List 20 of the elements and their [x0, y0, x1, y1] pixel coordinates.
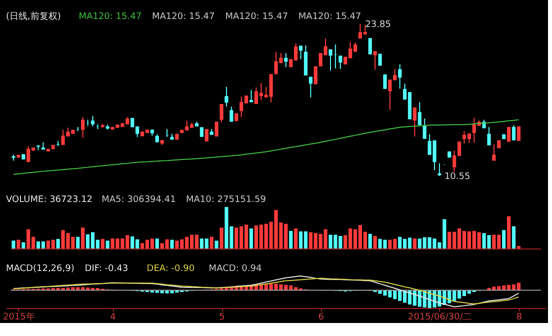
x-tick-label: 4 [110, 312, 116, 322]
x-tick-label: 5 [219, 312, 225, 322]
text: 23.85 [365, 20, 391, 30]
x-tick-label: 2015/06/30/二 [408, 312, 472, 322]
text: MA5: 306394.41 [102, 195, 176, 205]
text: 10.55 [444, 172, 470, 182]
text: MACD: 0.94 [208, 264, 262, 274]
series-label: DIF: -0.43 [84, 264, 128, 274]
x-tick-label: 2015年 [2, 312, 35, 322]
text: MA120: 15.47 [78, 12, 142, 22]
chart-title: (日线,前复权) [6, 11, 61, 22]
text: MA120: 15.47 [298, 12, 362, 22]
chart-title: MACD(12,26,9) [6, 264, 74, 274]
x-tick-label: 6 [318, 312, 324, 322]
text: MA120: 15.47 [225, 12, 288, 22]
series-label: DEA: -0.90 [146, 264, 195, 274]
chart-title: VOLUME: 36723.12 [6, 195, 93, 205]
x-tick-label: 8 [516, 312, 522, 322]
text: MA10: 275151.59 [186, 195, 266, 205]
text: MA120: 15.47 [152, 12, 215, 22]
